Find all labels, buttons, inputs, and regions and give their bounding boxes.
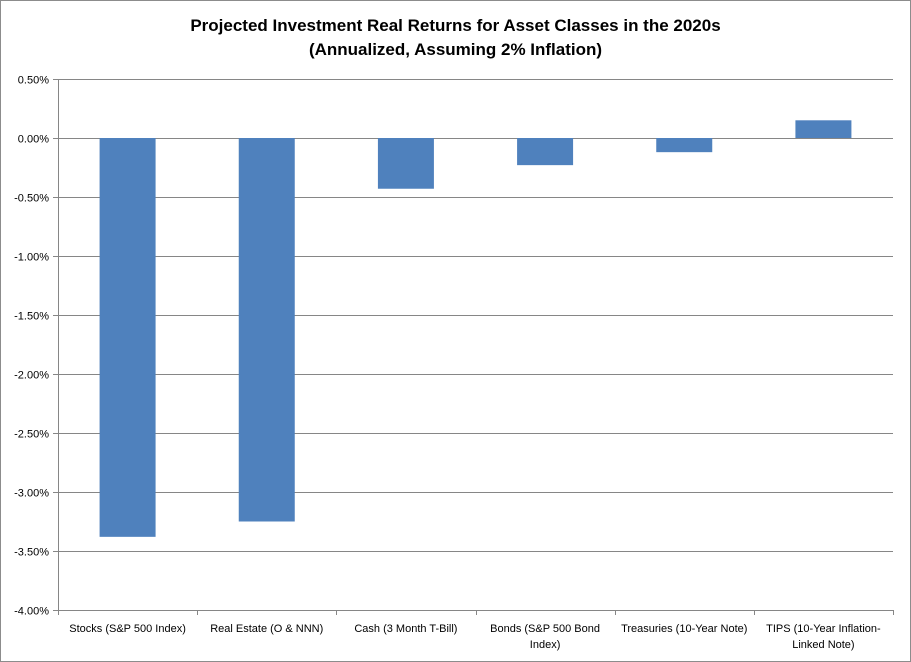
- x-category-label: Real Estate (O & NNN): [210, 623, 323, 635]
- y-tick-label: -3.50%: [14, 547, 49, 559]
- x-category-label: Stocks (S&P 500 Index): [69, 623, 186, 635]
- x-category-label: TIPS (10-Year Inflation- Linked Note): [766, 623, 881, 651]
- bar: [377, 138, 434, 189]
- chart-title: Projected Investment Real Returns for As…: [190, 16, 721, 35]
- x-category-label-line: Linked Note): [792, 639, 854, 651]
- x-category-label-line: Real Estate (O & NNN): [210, 623, 323, 635]
- y-tick-label: -1.50%: [14, 311, 49, 323]
- y-tick-label: -3.00%: [14, 488, 49, 500]
- x-category-label: Treasuries (10-Year Note): [621, 623, 747, 635]
- x-category-label-line: Bonds (S&P 500 Bond: [490, 623, 600, 635]
- x-category-label-line: Cash (3 Month T-Bill): [354, 623, 457, 635]
- bar: [517, 138, 574, 166]
- y-tick-label: -2.00%: [14, 370, 49, 382]
- bar: [99, 138, 156, 537]
- x-category-label: Cash (3 Month T-Bill): [354, 623, 457, 635]
- chart-subtitle: (Annualized, Assuming 2% Inflation): [308, 40, 603, 59]
- y-tick-label: -4.00%: [14, 606, 49, 618]
- x-category-label-line: Treasuries (10-Year Note): [621, 623, 747, 635]
- x-category-label: Bonds (S&P 500 Bond Index): [490, 623, 600, 651]
- bar: [238, 138, 295, 522]
- x-category-label-line: Stocks (S&P 500 Index): [69, 623, 186, 635]
- chart-title-block: Projected Investment Real Returns for As…: [0, 14, 911, 62]
- y-tick-label: 0.00%: [18, 134, 49, 146]
- x-category-label-line: TIPS (10-Year Inflation-: [766, 623, 881, 635]
- y-tick-label: -1.00%: [14, 252, 49, 264]
- y-tick-label: 0.50%: [18, 75, 49, 87]
- y-tick-label: -2.50%: [14, 429, 49, 441]
- y-tick-label: -0.50%: [14, 193, 49, 205]
- bar: [656, 138, 713, 153]
- x-category-label-line: Index): [530, 639, 561, 651]
- bar: [795, 120, 852, 138]
